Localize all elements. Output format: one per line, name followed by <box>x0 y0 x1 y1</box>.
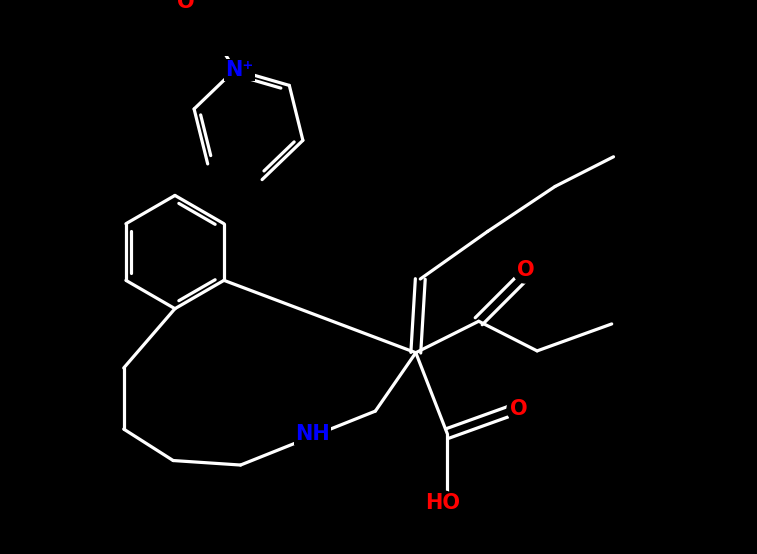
Text: O: O <box>516 260 534 280</box>
Text: N⁺: N⁺ <box>225 60 254 80</box>
Text: HO: HO <box>425 493 460 513</box>
Text: NH: NH <box>295 424 330 444</box>
Text: O: O <box>510 399 528 419</box>
Text: O⁻: O⁻ <box>177 0 206 12</box>
